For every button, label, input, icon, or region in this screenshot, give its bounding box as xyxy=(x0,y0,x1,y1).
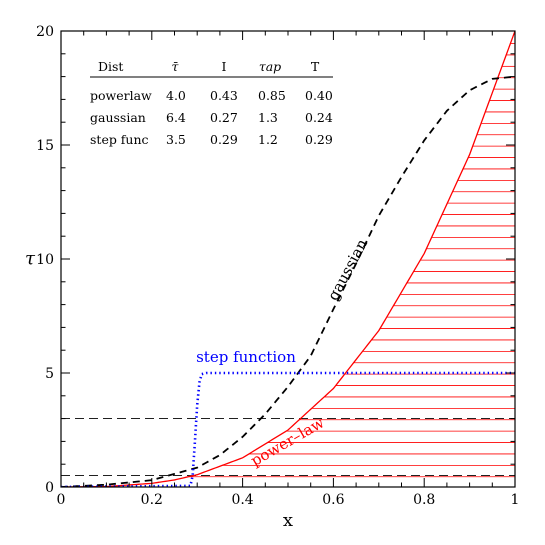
table-cell: 3.5 xyxy=(166,132,186,147)
y-tick-label: 10 xyxy=(36,252,54,268)
table-cell: 4.0 xyxy=(166,88,186,103)
series-line-gaussian xyxy=(61,75,515,487)
y-tick-label: 15 xyxy=(36,138,54,154)
table-cell: step func xyxy=(90,132,149,147)
table-cell: 0.29 xyxy=(305,132,333,147)
table-header-dist: Dist xyxy=(98,59,123,74)
y-axis-title: τ xyxy=(25,248,36,269)
x-axis-title: x xyxy=(283,510,293,531)
x-tick-label: 0 xyxy=(57,492,66,508)
table-header-i: I xyxy=(222,59,227,74)
y-tick-label: 0 xyxy=(45,480,54,496)
x-tick-label: 0.2 xyxy=(141,492,163,508)
y-tick-label: 5 xyxy=(45,366,54,382)
table-cell: powerlaw xyxy=(90,88,152,103)
x-tick-label: 0.4 xyxy=(231,492,253,508)
table-cell: 0.43 xyxy=(210,88,238,103)
reference-lines xyxy=(61,418,515,477)
x-tick-label: 0.6 xyxy=(322,492,344,508)
curves xyxy=(61,31,515,487)
x-tick-label: 0.8 xyxy=(413,492,435,508)
stats-table: Dist τ̄ I τap T powerlaw 4.0 0.43 0.85 0… xyxy=(90,59,333,147)
x-tick-label: 1 xyxy=(511,492,520,508)
table-cell: 0.85 xyxy=(258,88,286,103)
table-header-tauap: τap xyxy=(259,59,281,74)
series-line-step-function xyxy=(61,371,515,487)
table-cell: 0.29 xyxy=(210,132,238,147)
table-cell: 0.40 xyxy=(305,88,333,103)
table-header-t: T xyxy=(311,59,320,74)
power-law-label: power–law xyxy=(248,413,328,469)
gaussian-label: gaussian xyxy=(324,236,372,304)
series-line-power-law xyxy=(61,31,515,487)
table-header-taubar: τ̄ xyxy=(172,59,180,74)
power-law-hatch-fill xyxy=(188,31,515,478)
table-cell: 6.4 xyxy=(166,110,186,125)
table-cell: gaussian xyxy=(90,110,146,125)
table-cell: 1.3 xyxy=(258,110,278,125)
y-tick-label: 20 xyxy=(36,24,54,40)
step-function-label: step function xyxy=(196,348,296,366)
table-cell: 0.27 xyxy=(210,110,238,125)
table-cell: 0.24 xyxy=(305,110,333,125)
table-cell: 1.2 xyxy=(258,132,278,147)
